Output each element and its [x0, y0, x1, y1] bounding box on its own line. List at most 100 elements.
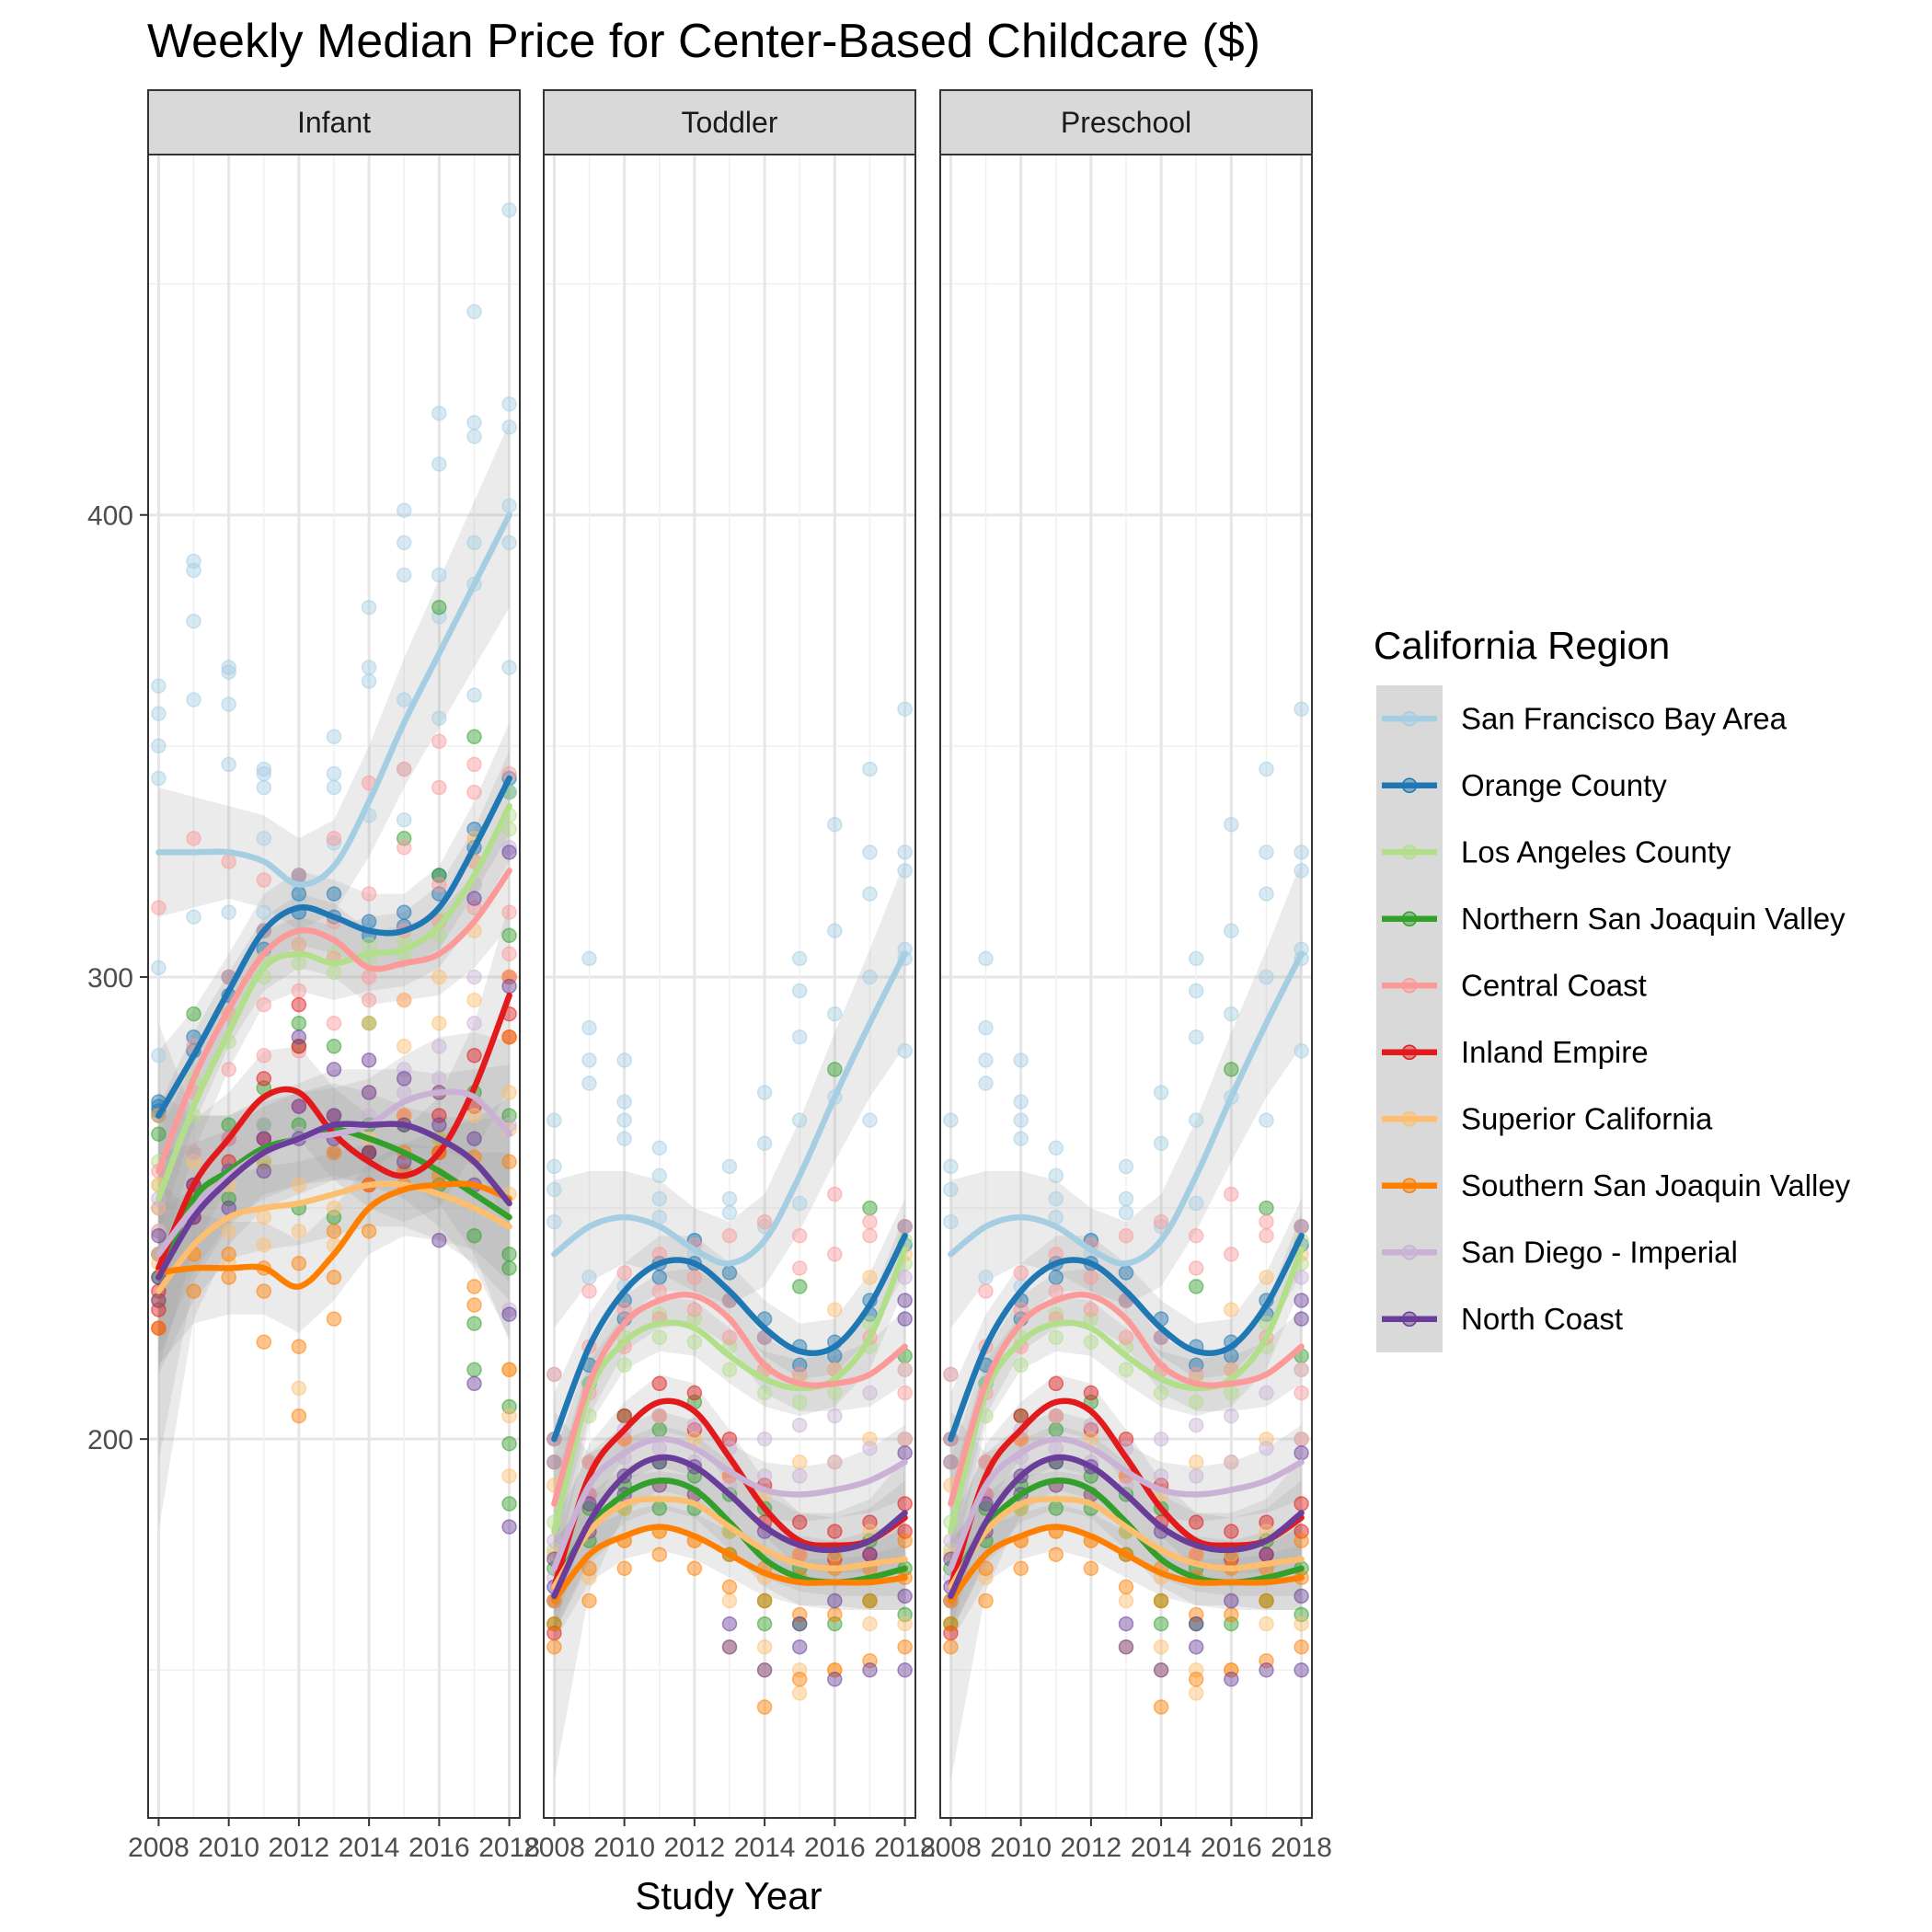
data-point	[431, 567, 447, 583]
data-point	[1153, 1385, 1169, 1401]
data-point	[862, 1547, 878, 1562]
data-point	[221, 1223, 236, 1239]
trend-line-san-diego-imperial	[551, 1435, 908, 1572]
data-point	[431, 877, 447, 892]
data-point	[651, 1167, 668, 1184]
data-point	[862, 1385, 878, 1401]
data-point	[466, 969, 482, 985]
data-point	[291, 955, 307, 972]
trend-line-inland-empire	[551, 1397, 908, 1591]
data-point	[466, 535, 482, 551]
data-point	[943, 1616, 959, 1632]
data-point	[1294, 863, 1309, 879]
data-point	[1083, 1270, 1099, 1285]
data-point	[1188, 1616, 1204, 1632]
data-point	[186, 1144, 201, 1161]
ribbon-north-coast	[950, 1411, 1302, 1781]
data-point	[897, 1431, 913, 1447]
data-point	[616, 1560, 632, 1577]
data-point	[943, 1213, 959, 1230]
y-tick-label: 400	[87, 501, 133, 532]
legend: California Region San Francisco Bay Area…	[1374, 624, 1851, 1352]
data-point	[466, 784, 482, 800]
data-point	[1153, 1085, 1169, 1100]
data-point	[326, 1062, 342, 1077]
data-point	[827, 1593, 843, 1609]
data-point	[862, 1227, 878, 1244]
data-point	[1259, 1440, 1274, 1456]
data-point	[1153, 1431, 1169, 1447]
data-point	[1188, 983, 1204, 999]
data-point	[501, 1519, 517, 1535]
data-point	[1259, 1547, 1274, 1562]
data-point	[943, 1366, 959, 1383]
data-point	[431, 1071, 447, 1087]
data-point	[1259, 1385, 1274, 1401]
data-point	[651, 1547, 668, 1562]
legend-item-north-coast: North Coast	[1376, 1285, 1623, 1352]
data-point	[1294, 1362, 1309, 1378]
data-point	[978, 1075, 994, 1091]
trend-line-north-coast	[155, 1121, 512, 1281]
data-point	[581, 1270, 597, 1285]
data-point	[1259, 1270, 1274, 1285]
data-point	[361, 969, 377, 985]
data-point	[616, 1112, 632, 1128]
trend-line-superior-california	[551, 1496, 908, 1591]
data-point	[651, 1440, 668, 1456]
data-point	[978, 950, 994, 967]
data-point	[326, 765, 342, 782]
data-point	[943, 1112, 959, 1128]
data-point	[791, 1112, 808, 1128]
data-point	[978, 1270, 994, 1285]
data-point	[1224, 1606, 1239, 1623]
data-point	[651, 1190, 668, 1207]
data-point	[501, 840, 517, 856]
ribbon-superior-california	[158, 1143, 510, 1374]
data-point	[791, 1616, 808, 1632]
facet-strip	[543, 89, 916, 155]
data-point	[1224, 1524, 1239, 1539]
x-tick-label: 2018	[874, 1833, 936, 1863]
ribbon-los-angeles-county	[554, 1213, 905, 1578]
data-point	[151, 900, 167, 915]
data-point	[862, 845, 878, 860]
data-point	[1294, 1431, 1309, 1447]
data-point	[1118, 1265, 1134, 1281]
data-point	[326, 1311, 342, 1327]
data-point	[151, 1320, 167, 1336]
legend-key-point	[1401, 1178, 1418, 1193]
data-point	[256, 765, 272, 782]
data-point	[721, 1329, 738, 1345]
trend-line-central-coast	[551, 1291, 908, 1507]
data-point	[651, 1375, 668, 1392]
data-point	[1188, 1639, 1204, 1655]
data-point	[431, 599, 447, 615]
data-point	[581, 1283, 597, 1299]
legend-key-point	[1401, 1111, 1418, 1127]
data-point	[651, 1140, 668, 1156]
legend-key-point	[1401, 845, 1418, 860]
data-point	[151, 678, 167, 694]
data-point	[827, 1524, 843, 1539]
data-point	[221, 664, 236, 680]
data-point	[431, 456, 447, 472]
legend-label: San Diego - Imperial	[1461, 1235, 1738, 1269]
data-point	[616, 1052, 632, 1068]
data-point	[651, 1408, 668, 1424]
x-tick-label: 2014	[1131, 1833, 1192, 1863]
data-point	[721, 1158, 738, 1175]
data-point	[1048, 1408, 1064, 1424]
y-tick-label: 300	[87, 963, 133, 994]
data-point	[756, 1616, 773, 1632]
data-point	[827, 1302, 843, 1317]
data-point	[616, 1357, 632, 1374]
data-point	[721, 1362, 738, 1378]
trend-line-central-coast	[155, 868, 512, 1175]
data-point	[326, 1144, 342, 1161]
y-axis: 200 300 400	[87, 501, 148, 1455]
data-point	[897, 1385, 913, 1401]
data-point	[501, 1496, 517, 1512]
data-point	[361, 599, 377, 615]
